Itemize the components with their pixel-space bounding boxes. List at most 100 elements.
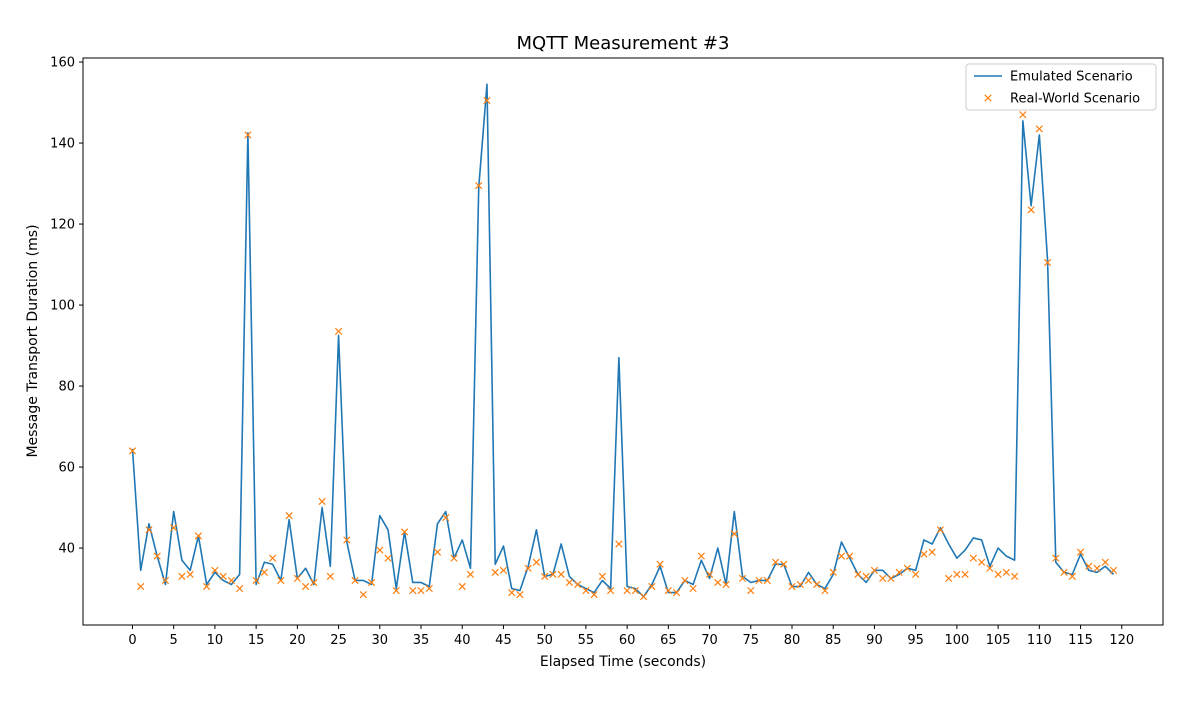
x-tick-label: 120 <box>1109 633 1134 648</box>
data-point <box>516 591 524 599</box>
data-point <box>244 131 252 139</box>
x-tick-label: 70 <box>701 633 718 648</box>
data-point <box>994 570 1002 578</box>
series-0 <box>131 83 1115 598</box>
data-point <box>1035 125 1043 133</box>
x-tick-label: 80 <box>784 633 801 648</box>
data-point <box>409 586 417 595</box>
data-point <box>912 570 920 578</box>
data-point <box>392 586 400 595</box>
data-point <box>747 586 755 595</box>
data-point <box>400 528 409 536</box>
data-point <box>780 560 788 568</box>
series-line <box>131 83 1115 598</box>
data-point <box>466 570 475 578</box>
data-point <box>969 554 978 562</box>
x-tick-label: 100 <box>944 633 969 648</box>
y-tick-label: 120 <box>50 218 75 233</box>
data-point <box>755 576 763 585</box>
data-point <box>475 181 483 190</box>
data-point <box>524 564 532 572</box>
data-point <box>978 558 986 566</box>
x-tick-label: 30 <box>372 633 389 648</box>
data-point <box>384 554 392 562</box>
data-point <box>829 568 837 576</box>
data-point <box>318 497 326 506</box>
data-point <box>697 552 705 560</box>
y-tick-label: 160 <box>50 56 75 71</box>
data-point <box>1101 558 1109 566</box>
data-point <box>417 586 425 595</box>
data-point <box>137 582 145 591</box>
data-point <box>301 582 310 591</box>
x-tick-label: 45 <box>495 633 512 648</box>
data-point <box>334 327 343 335</box>
data-point <box>788 582 796 591</box>
data-point <box>903 564 912 572</box>
y-tick-label: 80 <box>58 380 75 395</box>
data-point <box>1093 564 1101 572</box>
data-point <box>442 514 450 522</box>
data-point <box>837 552 846 560</box>
data-point <box>1109 566 1118 574</box>
x-tick-label: 55 <box>578 633 595 648</box>
data-point <box>590 591 598 599</box>
data-point <box>170 524 178 532</box>
data-point <box>1019 111 1027 119</box>
data-point <box>211 566 219 574</box>
data-point <box>623 586 631 595</box>
data-point <box>763 576 771 585</box>
data-point <box>945 574 953 583</box>
data-point <box>870 566 879 574</box>
y-tick-label: 100 <box>50 299 75 314</box>
data-point <box>343 536 351 544</box>
data-point <box>656 560 664 568</box>
x-tick-label: 35 <box>413 633 430 648</box>
data-point <box>681 576 689 585</box>
y-tick-label: 40 <box>58 542 75 557</box>
data-point <box>433 548 442 556</box>
x-tick-label: 20 <box>289 633 306 648</box>
data-point <box>607 586 615 595</box>
x-tick-label: 25 <box>330 633 347 648</box>
data-point <box>846 552 854 560</box>
data-point <box>648 582 656 591</box>
data-point <box>796 580 804 589</box>
data-point <box>541 572 549 581</box>
x-tick-label: 5 <box>170 633 178 648</box>
data-point <box>821 586 829 595</box>
data-point <box>714 578 722 587</box>
data-point <box>310 578 318 587</box>
data-point <box>574 580 582 589</box>
data-point <box>1043 258 1052 267</box>
x-tick-label: 110 <box>1027 633 1052 648</box>
data-point <box>879 574 887 583</box>
data-point <box>738 574 747 583</box>
legend: Emulated Scenario Real-World Scenario <box>965 63 1157 111</box>
data-point <box>359 591 367 599</box>
data-point <box>219 572 227 581</box>
data-point <box>376 546 384 554</box>
plot-frame <box>82 57 1164 626</box>
data-point <box>236 584 244 593</box>
data-point <box>491 568 499 576</box>
x-tick-label: 90 <box>866 633 883 648</box>
data-point <box>161 576 170 585</box>
data-point <box>565 578 574 587</box>
data-point <box>351 576 359 585</box>
series-1 <box>128 96 1118 601</box>
data-point <box>1002 568 1010 576</box>
data-point <box>582 586 590 595</box>
chart-title: MQTT Measurement #3 <box>517 33 730 54</box>
legend-entry-label: Emulated Scenario <box>1010 70 1133 85</box>
data-point <box>549 570 557 578</box>
data-point <box>203 582 211 591</box>
data-point <box>895 568 903 576</box>
data-point <box>705 570 714 578</box>
data-point <box>293 574 301 583</box>
legend-marker-swatch <box>984 94 992 102</box>
y-axis-label: Message Transport Duration (ms) <box>25 224 41 457</box>
data-point <box>598 572 607 581</box>
data-point <box>153 552 161 560</box>
